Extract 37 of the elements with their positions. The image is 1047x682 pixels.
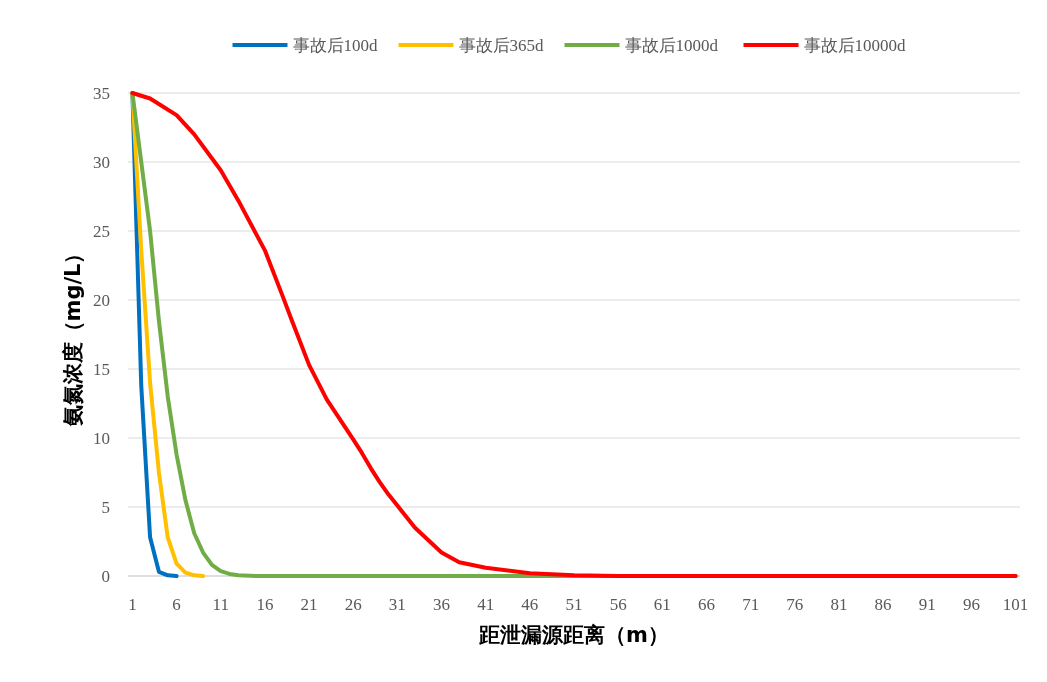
x-tick-label: 16 (256, 595, 274, 614)
x-tick-label: 21 (300, 595, 318, 614)
x-tick-label: 11 (212, 595, 229, 614)
y-tick-label: 15 (93, 360, 110, 379)
x-axis-title: 距泄漏源距离（m） (478, 623, 669, 647)
x-tick-label: 76 (786, 595, 804, 614)
legend-label: 事故后365d (458, 36, 544, 55)
x-tick-label: 61 (653, 595, 671, 614)
line-series (130, 91, 1018, 578)
x-tick-label: 36 (433, 595, 451, 614)
x-tick-label: 51 (565, 595, 583, 614)
x-tick-label: 26 (344, 595, 362, 614)
x-tick-label: 96 (962, 595, 980, 614)
y-tick-label: 10 (93, 429, 110, 448)
y-tick-label: 25 (93, 222, 110, 241)
y-axis-title: 氨氮浓度（mg/L） (61, 242, 85, 428)
y-tick-label: 0 (101, 567, 110, 586)
x-tick-label: 66 (697, 595, 715, 614)
y-tick-label: 5 (101, 498, 110, 517)
legend-label: 事故后10000d (803, 36, 906, 55)
legend-label: 事故后1000d (624, 36, 719, 55)
x-tick-label: 91 (918, 595, 936, 614)
y-tick-label: 30 (93, 153, 110, 172)
x-tick-label: 71 (742, 595, 760, 614)
x-tick-label: 41 (477, 595, 495, 614)
x-tick-label: 6 (172, 595, 181, 614)
legend-label: 事故后100d (292, 36, 378, 55)
x-tick-label: 1 (128, 595, 137, 614)
x-tick-label: 81 (830, 595, 848, 614)
x-tick-label: 56 (609, 595, 627, 614)
y-tick-label: 20 (93, 291, 110, 310)
y-tick-label: 35 (93, 84, 110, 103)
x-tick-label: 46 (521, 595, 539, 614)
x-tick-label: 86 (874, 595, 892, 614)
x-tick-label: 31 (388, 595, 406, 614)
line-series (130, 91, 206, 578)
x-tick-label: 101 (1002, 595, 1029, 614)
